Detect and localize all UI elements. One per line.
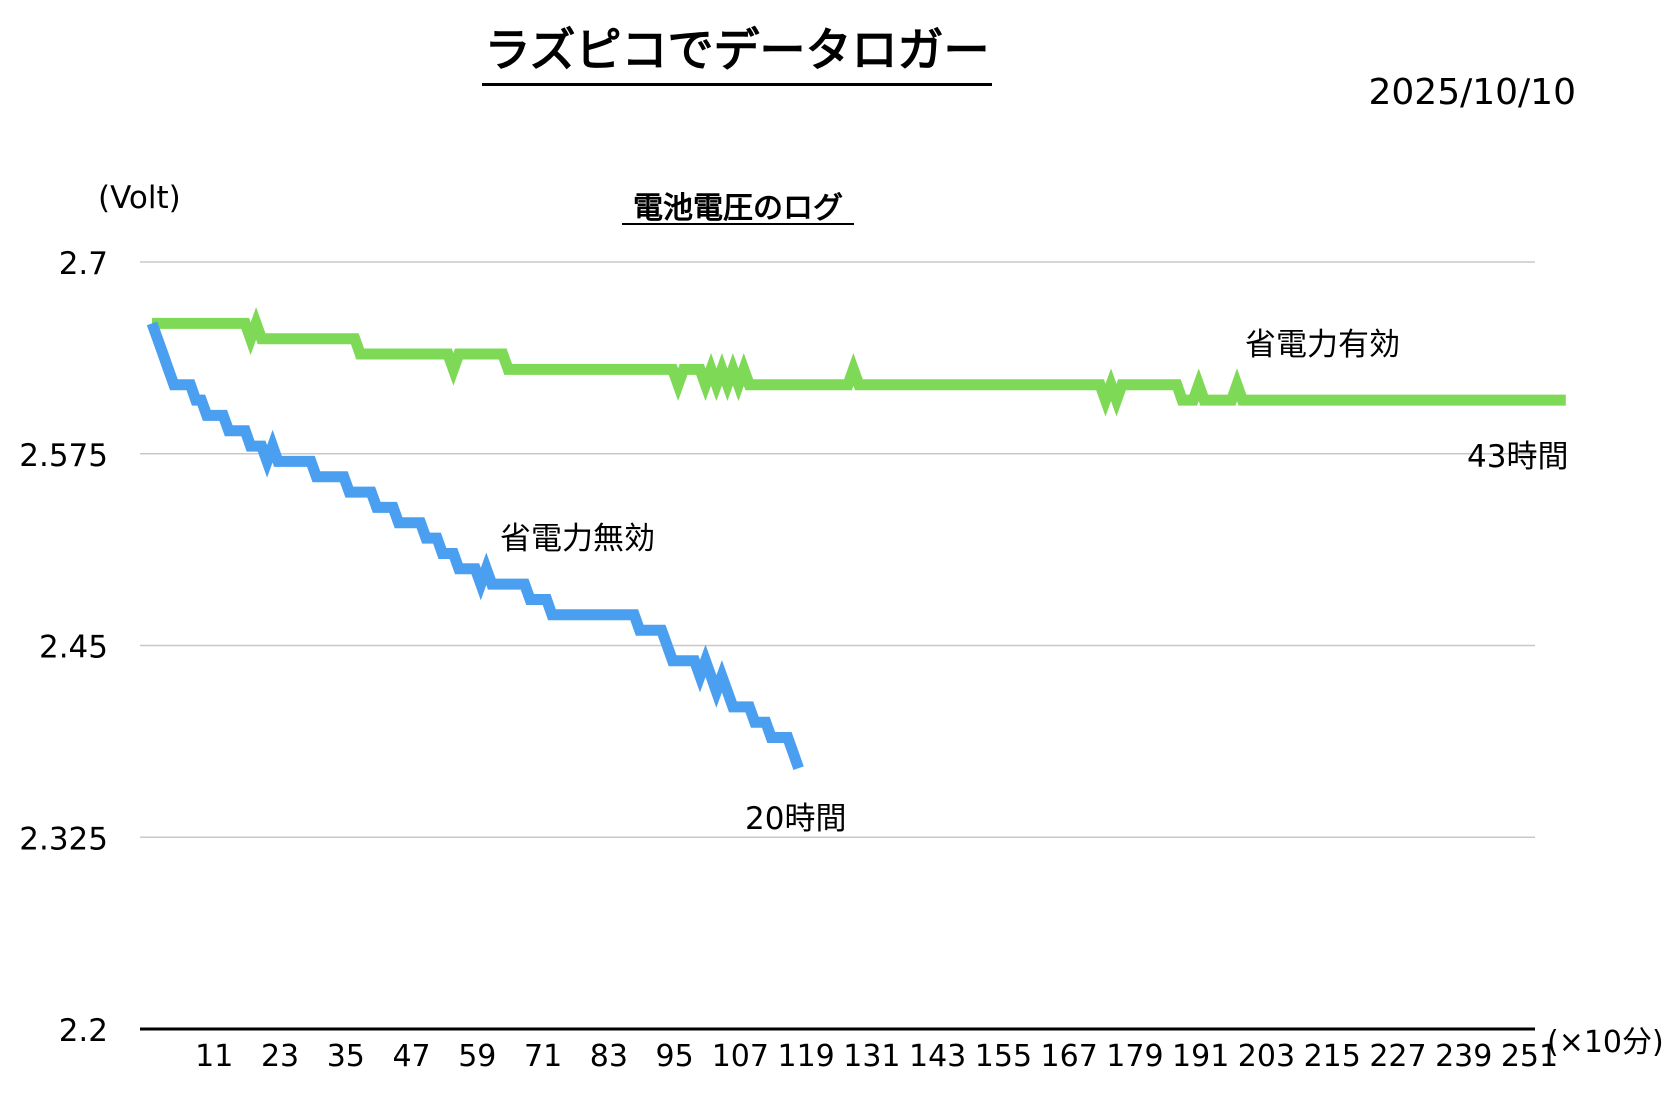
- x-tick-label: 107: [712, 1039, 769, 1074]
- x-tick-label: 191: [1172, 1039, 1229, 1074]
- x-tick-label: 71: [524, 1039, 562, 1074]
- x-tick-label: 47: [392, 1039, 430, 1074]
- series-line: [146, 321, 804, 771]
- series-lines: [146, 307, 1566, 771]
- x-tick-label: 251: [1501, 1039, 1558, 1074]
- x-tick-label: 131: [843, 1039, 900, 1074]
- x-tick-label: 143: [909, 1039, 966, 1074]
- x-tick-label: 203: [1238, 1039, 1295, 1074]
- series-name-label: 省電力無効: [500, 521, 655, 557]
- x-tick-label: 215: [1304, 1039, 1361, 1074]
- grid-lines: [140, 261, 1535, 838]
- main-title: ラズピコでデータロガー: [0, 14, 1474, 86]
- x-tick-label: 227: [1369, 1039, 1426, 1074]
- series-name-label: 省電力有効: [1245, 327, 1400, 363]
- main-title-text: ラズピコでデータロガー: [482, 23, 992, 86]
- x-tick-label: 23: [261, 1039, 299, 1074]
- y-tick-label: 2.575: [19, 438, 108, 474]
- x-tick-label: 11: [195, 1039, 233, 1074]
- y-tick-label: 2.45: [39, 630, 108, 666]
- x-tick-label: 83: [590, 1039, 628, 1074]
- y-tick-label: 2.2: [59, 1013, 108, 1049]
- x-tick-label: 119: [777, 1039, 834, 1074]
- x-tick-label: 59: [458, 1039, 496, 1074]
- x-tick-label: 239: [1435, 1039, 1492, 1074]
- x-tick-label: 155: [975, 1039, 1032, 1074]
- series-line: [152, 307, 1566, 417]
- x-tick-label: 35: [327, 1039, 365, 1074]
- x-axis-label: (×10分): [1547, 1025, 1664, 1060]
- x-tick-label: 95: [656, 1039, 694, 1074]
- y-axis-label: (Volt): [98, 180, 181, 216]
- series-end-label: 43時間: [1467, 439, 1568, 475]
- y-tick-label: 2.7: [59, 246, 108, 282]
- x-tick-label: 167: [1041, 1039, 1098, 1074]
- y-tick-label: 2.325: [19, 821, 108, 857]
- chart-title: 電池電圧のログ: [633, 191, 843, 226]
- date-label: 2025/10/10: [1368, 72, 1577, 113]
- x-tick-label: 179: [1106, 1039, 1163, 1074]
- series-end-label: 20時間: [745, 801, 846, 837]
